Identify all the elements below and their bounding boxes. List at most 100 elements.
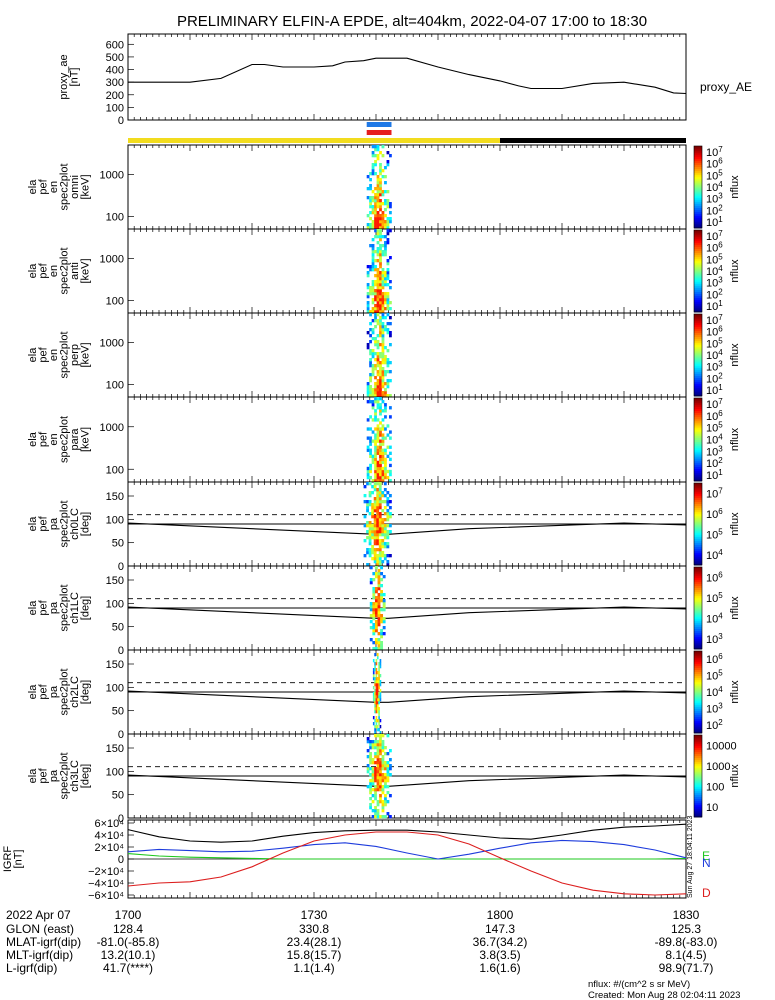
spectrogram-pixel (383, 557, 387, 561)
spectrogram-pixel (374, 740, 377, 744)
spectrogram-pixel (376, 512, 380, 516)
colorbar-anti-tick: 107 (706, 229, 723, 243)
spectrogram-pixel (372, 647, 376, 651)
colorbar-anti-segment (694, 295, 702, 299)
colorbar-para-segment (694, 460, 702, 463)
spectrogram-pixel (381, 277, 385, 281)
colorbar-ch2LC-segment (694, 677, 702, 681)
colorbar-ch0LC-segment (694, 540, 702, 543)
spectrogram-pixel (372, 671, 375, 675)
spectrogram-pixel (371, 457, 375, 462)
spec-ytick-label: 150 (106, 575, 124, 587)
spectrogram-pixel (374, 698, 376, 702)
spectrogram-pixel (371, 268, 375, 272)
spectrogram-pixel (371, 256, 375, 260)
spectrogram-pixel (381, 211, 385, 215)
spectrogram-pixel (366, 343, 370, 347)
spectrogram-pixel (376, 364, 380, 368)
spectrogram-pixel (369, 806, 372, 810)
spectrogram-pixel (389, 322, 392, 326)
spec-ytick-label: 1000 (100, 169, 124, 181)
spectrogram-pixel (376, 286, 380, 290)
spectrogram-pixel (381, 545, 385, 549)
spectrogram-pixel (371, 238, 375, 242)
spectrogram-pixel (369, 379, 372, 383)
spectrogram-pixel (374, 148, 377, 152)
spectrogram-pixel (366, 286, 370, 290)
colorbar-para-segment (694, 464, 702, 467)
spectrogram-pixel (366, 331, 370, 335)
spectrogram-pixel (376, 280, 380, 284)
spectrogram-pixel (378, 671, 380, 675)
spectrogram-pixel (378, 554, 382, 558)
spectrogram-pixel (371, 418, 375, 422)
spectrogram-pixel (379, 205, 382, 209)
spectrogram-pixel (378, 527, 382, 531)
spectrogram-pixel (378, 533, 382, 537)
created-side-stamp: Sun Aug 27 18:04:11 2023 (687, 816, 694, 898)
spectrogram-pixel (381, 322, 385, 326)
spectrogram-pixel (374, 337, 377, 341)
spectrogram-pixel (378, 683, 380, 687)
spectrogram-pixel (371, 527, 375, 531)
colorbar-ch2LC-segment (694, 671, 702, 675)
spectrogram-pixel (366, 400, 370, 404)
spectrogram-pixel (374, 412, 377, 416)
spectrogram-pixel (366, 749, 370, 753)
spectrogram-pixel (368, 524, 372, 528)
colorbar-omni-segment (694, 180, 702, 184)
spectrogram-pixel (371, 307, 375, 311)
spectrogram-pixel (366, 521, 369, 525)
spectrogram-pixel (381, 785, 385, 789)
colorbar-para-segment (694, 404, 702, 407)
spec-panel-ylabel: en (48, 433, 60, 445)
spectrogram-pixel (366, 388, 370, 392)
spectrogram-pixel (379, 169, 382, 173)
spectrogram-pixel (374, 620, 378, 624)
spectrogram-pixel (366, 391, 370, 395)
spectrogram-pixel (374, 343, 377, 347)
spectrogram-pixel (369, 755, 372, 759)
spectrogram-pixel (369, 779, 372, 783)
spectrogram-pixel (386, 533, 390, 537)
colorbar-omni-segment (694, 168, 702, 172)
spectrogram-pixel (379, 379, 382, 383)
colorbar-ch1LC-frame (693, 566, 703, 650)
spectrogram-pixel (384, 301, 387, 305)
spectrogram-pixel (371, 220, 375, 224)
spectrogram-pixel (369, 388, 372, 392)
spectrogram-pixel (374, 445, 377, 449)
spectrogram-pixel (371, 794, 375, 798)
colorbar-perp-tick: 104 (706, 348, 723, 362)
colorbar-para-segment (694, 456, 702, 459)
spectrogram-pixel (379, 815, 382, 819)
spectrogram-pixel (376, 764, 380, 768)
colorbar-para-segment (694, 454, 702, 457)
spectrogram-pixel (376, 445, 380, 449)
colorbar-para-tick: 104 (706, 433, 723, 447)
spectrogram-pixel (374, 457, 377, 462)
spectrogram-pixel (376, 382, 380, 386)
spectrogram-pixel (386, 509, 390, 513)
spectrogram-pixel (381, 494, 385, 498)
spectrogram-pixel (375, 725, 378, 729)
spectrogram-pixel (384, 214, 387, 218)
colorbar-para-segment (694, 424, 702, 428)
spectrogram-pixel (384, 370, 387, 374)
spectrogram-pixel (379, 788, 382, 792)
spec-panel-ylabel: pa (48, 769, 60, 782)
colorbar-omni-segment (694, 207, 702, 211)
ae-panel-frame (127, 33, 687, 121)
colorbar-omni-segment (694, 221, 702, 225)
spectrogram-pixel (376, 560, 380, 564)
spectrogram-pixel (371, 328, 375, 332)
spectrogram-pixel (375, 707, 378, 711)
colorbar-ch1LC-segment (694, 571, 702, 574)
spectrogram-pixel (378, 728, 380, 732)
spectrogram-pixel (376, 259, 380, 263)
spectrogram-pixel (381, 313, 385, 317)
colorbar-omni-segment (694, 162, 702, 165)
spectrogram-pixel (388, 500, 392, 504)
spectrogram-pixel (374, 316, 377, 320)
spectrogram-pixel (382, 575, 386, 579)
